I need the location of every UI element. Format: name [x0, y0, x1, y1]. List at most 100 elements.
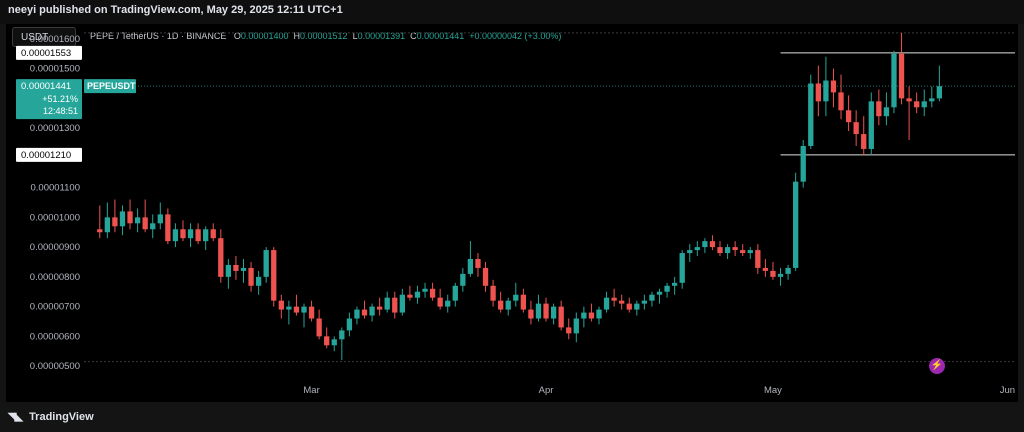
candle-body[interactable]	[255, 276, 262, 286]
candle-body[interactable]	[513, 294, 519, 301]
candle-body[interactable]	[240, 267, 247, 271]
candle-body[interactable]	[316, 318, 322, 337]
candle-body[interactable]	[150, 223, 156, 230]
chart-panel[interactable]	[6, 24, 1018, 402]
candle-body[interactable]	[331, 339, 337, 346]
candle-body[interactable]	[490, 285, 496, 301]
candle-body[interactable]	[649, 294, 655, 301]
candle-body[interactable]	[581, 312, 587, 319]
candle-body[interactable]	[308, 306, 315, 319]
candle-body[interactable]	[740, 250, 746, 254]
candle-body[interactable]	[709, 241, 716, 248]
candle-body[interactable]	[119, 211, 126, 227]
candle-body[interactable]	[437, 297, 443, 307]
lightning-icon[interactable]: ⚡	[929, 358, 945, 374]
candle-body[interactable]	[165, 214, 171, 242]
candle-body[interactable]	[898, 53, 905, 99]
candle-body[interactable]	[203, 229, 209, 242]
candle-body[interactable]	[157, 214, 163, 224]
candle-body[interactable]	[641, 300, 648, 304]
candle-body[interactable]	[755, 250, 761, 268]
candle-body[interactable]	[861, 134, 867, 149]
candle-body[interactable]	[369, 306, 375, 316]
candle-body[interactable]	[800, 145, 806, 182]
candle-body[interactable]	[566, 327, 572, 334]
candle-body[interactable]	[346, 318, 353, 331]
candle-body[interactable]	[97, 229, 103, 233]
candle-body[interactable]	[914, 101, 920, 108]
candle-body[interactable]	[815, 83, 821, 102]
candle-body[interactable]	[679, 253, 685, 283]
candle-body[interactable]	[596, 309, 602, 319]
candle-body[interactable]	[127, 211, 133, 224]
candle-body[interactable]	[853, 122, 859, 135]
candle-body[interactable]	[520, 294, 527, 310]
candle-body[interactable]	[195, 229, 201, 242]
candle-body[interactable]	[248, 267, 254, 286]
candle-body[interactable]	[724, 247, 731, 254]
candle-body[interactable]	[732, 247, 738, 251]
candle-body[interactable]	[921, 101, 927, 108]
candle-body[interactable]	[263, 250, 269, 277]
candle-body[interactable]	[392, 297, 398, 313]
candle-body[interactable]	[838, 92, 844, 111]
candle-body[interactable]	[384, 297, 390, 310]
candle-body[interactable]	[876, 101, 882, 117]
candle-body[interactable]	[528, 309, 534, 319]
candle-body[interactable]	[361, 309, 368, 316]
candle-body[interactable]	[845, 110, 852, 123]
candle-body[interactable]	[271, 250, 277, 301]
candle-body[interactable]	[603, 297, 610, 310]
candle-body[interactable]	[777, 273, 784, 277]
candle-body[interactable]	[354, 309, 360, 319]
candle-body[interactable]	[475, 259, 481, 268]
candle-body[interactable]	[376, 306, 383, 310]
candle-body[interactable]	[747, 250, 753, 254]
candle-body[interactable]	[891, 53, 897, 108]
candle-body[interactable]	[286, 306, 292, 310]
candle-body[interactable]	[573, 318, 579, 334]
candle-body[interactable]	[134, 217, 141, 224]
candle-body[interactable]	[619, 300, 625, 304]
candle-body[interactable]	[218, 238, 224, 277]
candle-body[interactable]	[823, 80, 829, 102]
candle-body[interactable]	[429, 288, 436, 298]
candle-body[interactable]	[293, 306, 300, 313]
candle-body[interactable]	[611, 297, 617, 301]
candle-body[interactable]	[104, 217, 110, 233]
candle-body[interactable]	[868, 101, 874, 149]
candle-body[interactable]	[422, 288, 428, 292]
candle-body[interactable]	[550, 306, 557, 319]
candle-body[interactable]	[558, 306, 564, 328]
candle-body[interactable]	[172, 229, 179, 242]
candle-body[interactable]	[452, 285, 458, 301]
candle-body[interactable]	[225, 264, 232, 277]
candle-body[interactable]	[588, 312, 595, 319]
candle-body[interactable]	[717, 247, 723, 254]
candle-body[interactable]	[762, 267, 769, 271]
candle-body[interactable]	[339, 330, 345, 340]
candle-body[interactable]	[278, 300, 284, 310]
candle-body[interactable]	[626, 303, 632, 310]
candle-body[interactable]	[460, 273, 466, 286]
candle-body[interactable]	[664, 285, 670, 292]
candle-body[interactable]	[671, 282, 678, 286]
candle-body[interactable]	[233, 264, 239, 271]
candle-body[interactable]	[482, 267, 489, 286]
candle-body[interactable]	[770, 270, 776, 277]
candle-body[interactable]	[142, 217, 148, 230]
candle-body[interactable]	[187, 229, 194, 239]
candle-body[interactable]	[883, 107, 890, 117]
candle-body[interactable]	[112, 217, 118, 227]
candle-body[interactable]	[793, 181, 799, 268]
candle-body[interactable]	[301, 306, 307, 313]
candle-body[interactable]	[445, 300, 451, 307]
candle-body[interactable]	[687, 250, 693, 254]
candle-body[interactable]	[694, 247, 700, 251]
candle-body[interactable]	[929, 98, 935, 102]
candle-body[interactable]	[543, 303, 549, 319]
candle-body[interactable]	[906, 98, 912, 102]
tradingview-logo[interactable]: ◥◣ TradingView	[8, 410, 94, 423]
candle-body[interactable]	[180, 229, 186, 239]
